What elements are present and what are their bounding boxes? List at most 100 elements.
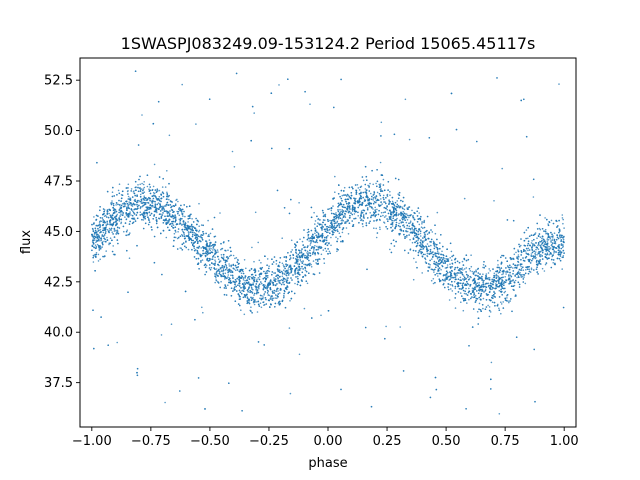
scatter-point: [283, 256, 286, 258]
scatter-point: [386, 208, 389, 211]
scatter-point: [287, 292, 290, 295]
scatter-point: [306, 282, 309, 285]
scatter-point: [506, 219, 509, 221]
scatter-point: [215, 272, 218, 275]
scatter-point: [273, 289, 276, 292]
scatter-point: [214, 261, 217, 263]
scatter-point: [497, 275, 500, 278]
scatter-point: [333, 224, 336, 227]
scatter-point: [406, 219, 409, 221]
scatter-point: [507, 300, 509, 302]
scatter-point: [261, 295, 263, 297]
scatter-point: [445, 267, 448, 269]
scatter-point: [223, 287, 226, 289]
scatter-point: [117, 189, 120, 192]
scatter-point: [195, 217, 197, 220]
scatter-point: [441, 278, 444, 281]
scatter-point: [143, 191, 146, 193]
scatter-point: [146, 208, 149, 210]
scatter-point: [151, 202, 154, 204]
scatter-point: [257, 270, 260, 272]
scatter-point: [341, 210, 344, 212]
scatter-point: [382, 178, 385, 181]
scatter-point: [164, 186, 167, 188]
scatter-point: [405, 227, 408, 230]
scatter-point: [221, 247, 224, 250]
scatter-point: [227, 249, 229, 251]
scatter-point: [402, 210, 405, 213]
scatter-point: [556, 234, 558, 236]
scatter-point: [130, 190, 132, 192]
scatter-point: [105, 250, 107, 252]
scatter-point: [324, 247, 327, 250]
scatter-point: [336, 214, 338, 217]
scatter-point: [340, 210, 342, 213]
scatter-point: [408, 216, 410, 219]
scatter-point: [149, 199, 151, 202]
scatter-point: [307, 253, 309, 255]
scatter-point: [364, 198, 366, 201]
scatter-point: [263, 294, 265, 296]
scatter-point: [331, 230, 334, 232]
scatter-point: [405, 221, 408, 224]
scatter-point: [409, 238, 411, 241]
scatter-point: [99, 229, 102, 231]
scatter-point: [511, 258, 513, 261]
scatter-point: [339, 226, 341, 229]
scatter-point: [562, 245, 564, 247]
scatter-point: [403, 217, 405, 220]
scatter-point: [322, 215, 325, 218]
scatter-point: [310, 266, 313, 268]
scatter-point: [493, 272, 496, 275]
scatter-point: [202, 233, 205, 235]
scatter-point: [362, 225, 364, 228]
scatter-point: [277, 276, 279, 279]
scatter-point: [430, 279, 433, 282]
scatter-point: [99, 220, 101, 223]
scatter-point: [220, 254, 223, 256]
scatter-point: [246, 296, 249, 298]
scatter-point: [550, 219, 553, 222]
scatter-point: [244, 277, 246, 279]
scatter-point: [210, 247, 212, 250]
scatter-point: [404, 98, 407, 101]
scatter-point: [294, 257, 297, 260]
scatter-point: [229, 277, 231, 280]
scatter-point: [552, 262, 554, 264]
scatter-point: [283, 296, 285, 298]
scatter-point: [485, 299, 488, 301]
scatter-point: [383, 222, 386, 224]
scatter-point: [380, 121, 383, 124]
scatter-point: [380, 201, 382, 203]
scatter-point: [450, 288, 452, 290]
scatter-point: [516, 276, 518, 279]
scatter-point: [187, 215, 190, 217]
scatter-point: [390, 223, 392, 226]
scatter-point: [244, 279, 246, 282]
scatter-point: [264, 291, 267, 293]
scatter-point: [535, 248, 537, 251]
scatter-point: [362, 179, 365, 182]
scatter-point: [178, 208, 180, 210]
scatter-point: [112, 209, 115, 212]
scatter-point: [488, 277, 491, 279]
scatter-point: [500, 301, 502, 304]
scatter-point: [273, 277, 275, 279]
scatter-point: [418, 223, 421, 226]
scatter-point: [552, 222, 555, 225]
scatter-point: [258, 278, 261, 281]
scatter-point: [289, 300, 291, 302]
scatter-point: [436, 211, 439, 214]
scatter-point: [476, 282, 479, 284]
scatter-point: [344, 222, 346, 224]
scatter-point: [142, 192, 144, 194]
scatter-point: [382, 214, 384, 217]
scatter-point: [156, 220, 158, 223]
scatter-point: [506, 271, 508, 273]
scatter-point: [295, 252, 298, 255]
scatter-point: [383, 216, 386, 218]
scatter-point: [455, 128, 458, 131]
scatter-point: [225, 287, 227, 289]
scatter-point: [343, 186, 346, 189]
scatter-point: [231, 150, 234, 153]
